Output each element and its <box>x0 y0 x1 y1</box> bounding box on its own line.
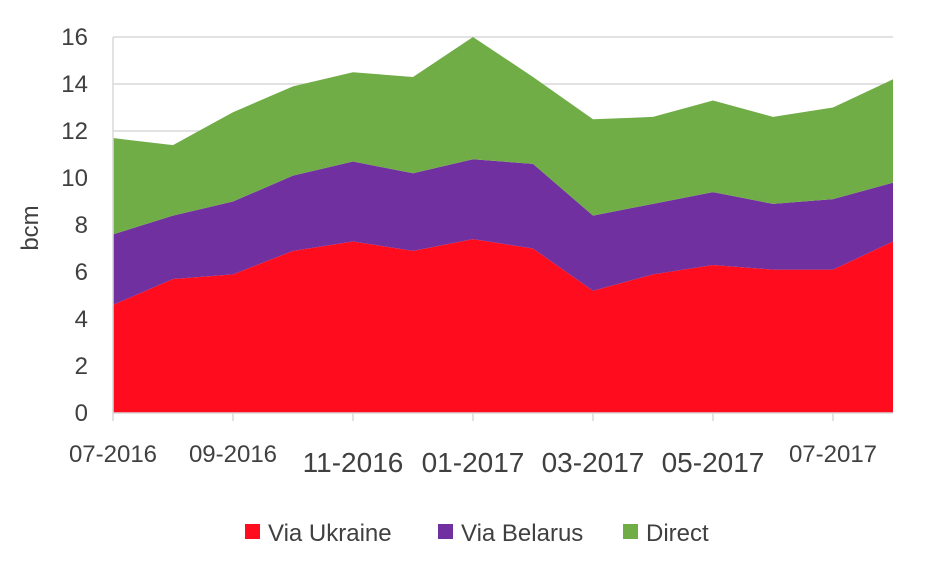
area-series <box>113 37 893 413</box>
legend-item-direct: Direct <box>623 520 709 547</box>
x-tick-label-03-2017: 03-2017 <box>542 447 645 478</box>
area-via-ukraine <box>113 239 893 413</box>
x-tick-label-11-2016: 11-2016 <box>303 447 404 478</box>
legend-swatch <box>438 524 453 539</box>
y-tick-label-0: 0 <box>75 400 88 427</box>
x-tick-label-01-2017: 01-2017 <box>422 447 525 478</box>
y-tick-label-8: 8 <box>75 212 88 239</box>
legend: Via Ukraine Via Belarus Direct <box>245 520 709 547</box>
legend-swatch <box>623 524 638 539</box>
legend-item-via-ukraine: Via Ukraine <box>245 520 392 547</box>
legend-swatch <box>245 524 260 539</box>
y-tick-label-10: 10 <box>61 165 88 192</box>
axes <box>112 37 893 421</box>
y-axis-title: bcm <box>17 205 44 250</box>
legend-label: Via Ukraine <box>268 520 392 547</box>
y-axis-tick-labels: 0 2 4 6 8 10 12 14 16 <box>61 24 88 427</box>
x-tick-label-07-2016: 07-2016 <box>69 441 157 468</box>
y-tick-label-2: 2 <box>75 353 88 380</box>
y-tick-label-16: 16 <box>61 24 88 51</box>
y-tick-label-4: 4 <box>75 306 88 333</box>
y-tick-label-14: 14 <box>61 71 88 98</box>
x-tick-label-05-2017: 05-2017 <box>662 447 765 478</box>
legend-item-via-belarus: Via Belarus <box>438 520 583 547</box>
x-tick-label-07-2017: 07-2017 <box>789 441 877 468</box>
x-axis-tick-labels: 07-2016 09-2016 11-2016 01-2017 03-2017 05-20… <box>69 441 877 478</box>
area-via-belarus <box>113 159 893 305</box>
y-tick-label-6: 6 <box>75 259 88 286</box>
y-tick-label-12: 12 <box>61 118 88 145</box>
area-direct <box>113 37 893 235</box>
legend-label: Via Belarus <box>461 520 583 547</box>
x-tick-label-09-2016: 09-2016 <box>189 441 277 468</box>
legend-label: Direct <box>646 520 709 547</box>
